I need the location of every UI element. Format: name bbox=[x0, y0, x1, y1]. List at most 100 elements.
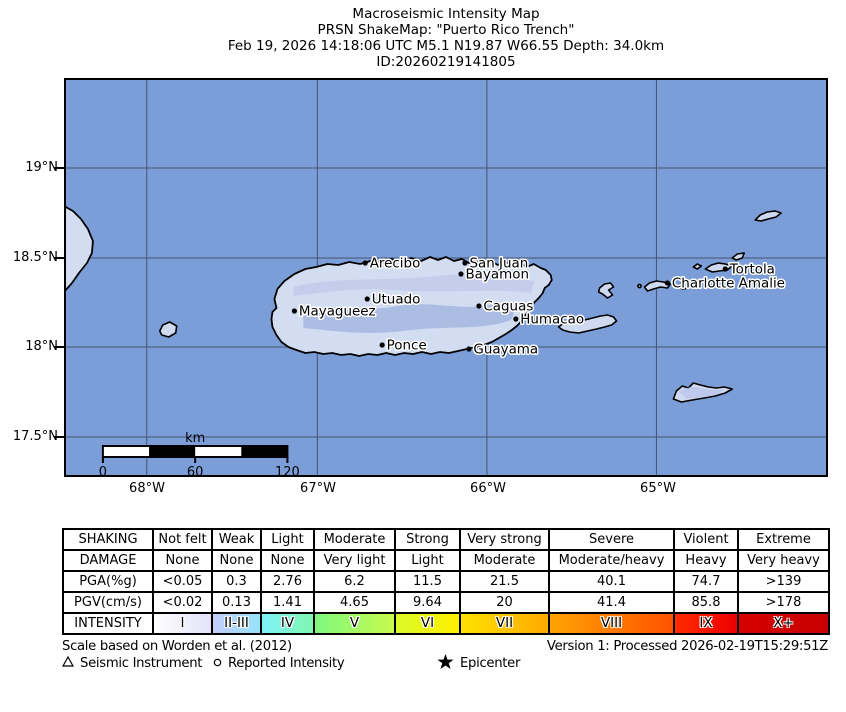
value-cell: Moderate/heavy bbox=[548, 549, 675, 572]
city-dot bbox=[362, 260, 368, 266]
lon-label: 65°W bbox=[640, 481, 676, 496]
terrain-shading-north bbox=[293, 274, 535, 296]
table-row-damage: DAMAGE None None None Very light Light Moderat… bbox=[62, 549, 830, 572]
city-dot bbox=[364, 296, 370, 302]
lat-tick bbox=[54, 346, 64, 348]
lat-label: 18°N bbox=[25, 339, 58, 354]
city-dot bbox=[466, 346, 472, 352]
row-header: PGA(%g) bbox=[62, 570, 154, 593]
value-cell: <0.05 bbox=[152, 570, 213, 593]
intensity-map: Arecibo San Juan Bayamon Utuado Caguas Mayagu… bbox=[64, 78, 828, 477]
intensity-cell: V bbox=[313, 612, 396, 635]
lat-label: 17.5°N bbox=[12, 429, 58, 444]
legend-label: Epicenter bbox=[460, 656, 521, 671]
row-header: PGV(cm/s) bbox=[62, 591, 154, 614]
value-cell: 20 bbox=[459, 591, 550, 614]
value-cell: None bbox=[211, 549, 262, 572]
value-cell: Light bbox=[260, 528, 315, 551]
legend-reported-intensity: Reported Intensity bbox=[213, 655, 345, 672]
scale-attribution: Scale based on Worden et al. (2012) bbox=[62, 639, 292, 654]
value-cell: 4.65 bbox=[313, 591, 396, 614]
city-charlotte-amalie: Charlotte Amalie bbox=[664, 274, 786, 293]
value-cell: 2.76 bbox=[260, 570, 315, 593]
city-caguas: Caguas bbox=[476, 297, 535, 316]
version-processed: Version 1: Processed 2026-02-19T15:29:51… bbox=[546, 639, 828, 654]
value-cell: Weak bbox=[211, 528, 262, 551]
terrain-shading-ridge bbox=[303, 304, 514, 333]
value-cell: Very heavy bbox=[737, 549, 830, 572]
scalebar-segment bbox=[241, 446, 288, 457]
hispaniola-coast bbox=[66, 206, 94, 292]
city-arecibo: Arecibo bbox=[362, 254, 422, 273]
city-label: Arecibo bbox=[370, 255, 421, 271]
lat-label: 18.5°N bbox=[12, 250, 58, 265]
value-cell: Light bbox=[394, 549, 461, 572]
triangle-icon bbox=[61, 655, 75, 671]
value-cell: 40.1 bbox=[548, 570, 675, 593]
vieques-island bbox=[557, 314, 618, 334]
legend-label: Reported Intensity bbox=[228, 656, 345, 671]
land-layer bbox=[66, 206, 782, 403]
lon-label: 68°W bbox=[129, 481, 165, 496]
value-cell: Extreme bbox=[737, 528, 830, 551]
circle-icon bbox=[213, 656, 222, 671]
city-dot bbox=[722, 266, 728, 272]
scalebar-segment bbox=[149, 446, 196, 457]
virgin-gorda-islet bbox=[731, 252, 746, 261]
value-cell: Severe bbox=[548, 528, 675, 551]
city-label: Utuado bbox=[372, 291, 421, 307]
city-utuado: Utuado bbox=[364, 290, 422, 309]
table-row-shaking: SHAKING Not felt Weak Light Moderate Strong Ve… bbox=[62, 528, 830, 551]
mona-island bbox=[158, 321, 178, 338]
city-label: Guayama bbox=[473, 341, 538, 357]
intensity-cell: VIII bbox=[548, 612, 675, 635]
intensity-cell: IX bbox=[673, 612, 739, 635]
scalebar: 0 60 120 km bbox=[99, 431, 300, 475]
lon-label: 66°W bbox=[470, 481, 506, 496]
city-dot bbox=[513, 316, 519, 322]
city-mayagueez: Mayagueez bbox=[291, 302, 377, 321]
value-cell: Very light bbox=[313, 549, 396, 572]
event-summary: Feb 19, 2026 14:18:06 UTC M5.1 N19.87 W6… bbox=[227, 38, 665, 54]
map-subtitle: PRSN ShakeMap: "Puerto Rico Trench" bbox=[317, 22, 575, 38]
row-header: INTENSITY bbox=[62, 612, 154, 635]
city-bayamon: Bayamon bbox=[458, 265, 530, 284]
intensity-cell: VII bbox=[459, 612, 550, 635]
value-cell: <0.02 bbox=[152, 591, 213, 614]
city-san-juan: San Juan bbox=[462, 254, 530, 273]
city-dot bbox=[476, 303, 482, 309]
lat-tick bbox=[54, 167, 64, 169]
city-dot bbox=[458, 271, 464, 277]
star-icon bbox=[437, 653, 454, 674]
scalebar-tick-label: 120 bbox=[275, 465, 300, 475]
scalebar-tick-label: 0 bbox=[99, 465, 107, 475]
row-header: DAMAGE bbox=[62, 549, 154, 572]
value-cell: Not felt bbox=[152, 528, 213, 551]
st-thomas-rock bbox=[637, 283, 642, 289]
value-cell: Heavy bbox=[673, 549, 739, 572]
value-cell: 21.5 bbox=[459, 570, 550, 593]
city-guayama: Guayama bbox=[466, 340, 540, 359]
city-label: Caguas bbox=[483, 298, 533, 314]
value-cell: 41.4 bbox=[548, 591, 675, 614]
st-john-island bbox=[678, 280, 692, 290]
city-label: Humacao bbox=[520, 311, 584, 327]
value-cell: 74.7 bbox=[673, 570, 739, 593]
city-dot bbox=[664, 280, 671, 286]
city-humacao: Humacao bbox=[513, 310, 586, 329]
city-dot bbox=[379, 342, 385, 348]
value-cell: 0.13 bbox=[211, 591, 262, 614]
city-dot bbox=[291, 308, 297, 314]
tortola-island bbox=[704, 262, 734, 273]
table-row-pga-g-: PGA(%g) <0.05 0.3 2.76 6.2 11.5 21.5 40.1 74.7 >1… bbox=[62, 570, 830, 593]
city-dot bbox=[462, 260, 468, 266]
title-block: Macroseismic Intensity Map PRSN ShakeMap… bbox=[64, 6, 828, 70]
event-id: ID:20260219141805 bbox=[376, 54, 516, 70]
lon-label: 67°W bbox=[300, 481, 336, 496]
intensity-scale-table: SHAKING Not felt Weak Light Moderate Strong Ve… bbox=[62, 528, 830, 635]
value-cell: 85.8 bbox=[673, 591, 739, 614]
value-cell: 6.2 bbox=[313, 570, 396, 593]
st-thomas-island bbox=[643, 280, 672, 292]
